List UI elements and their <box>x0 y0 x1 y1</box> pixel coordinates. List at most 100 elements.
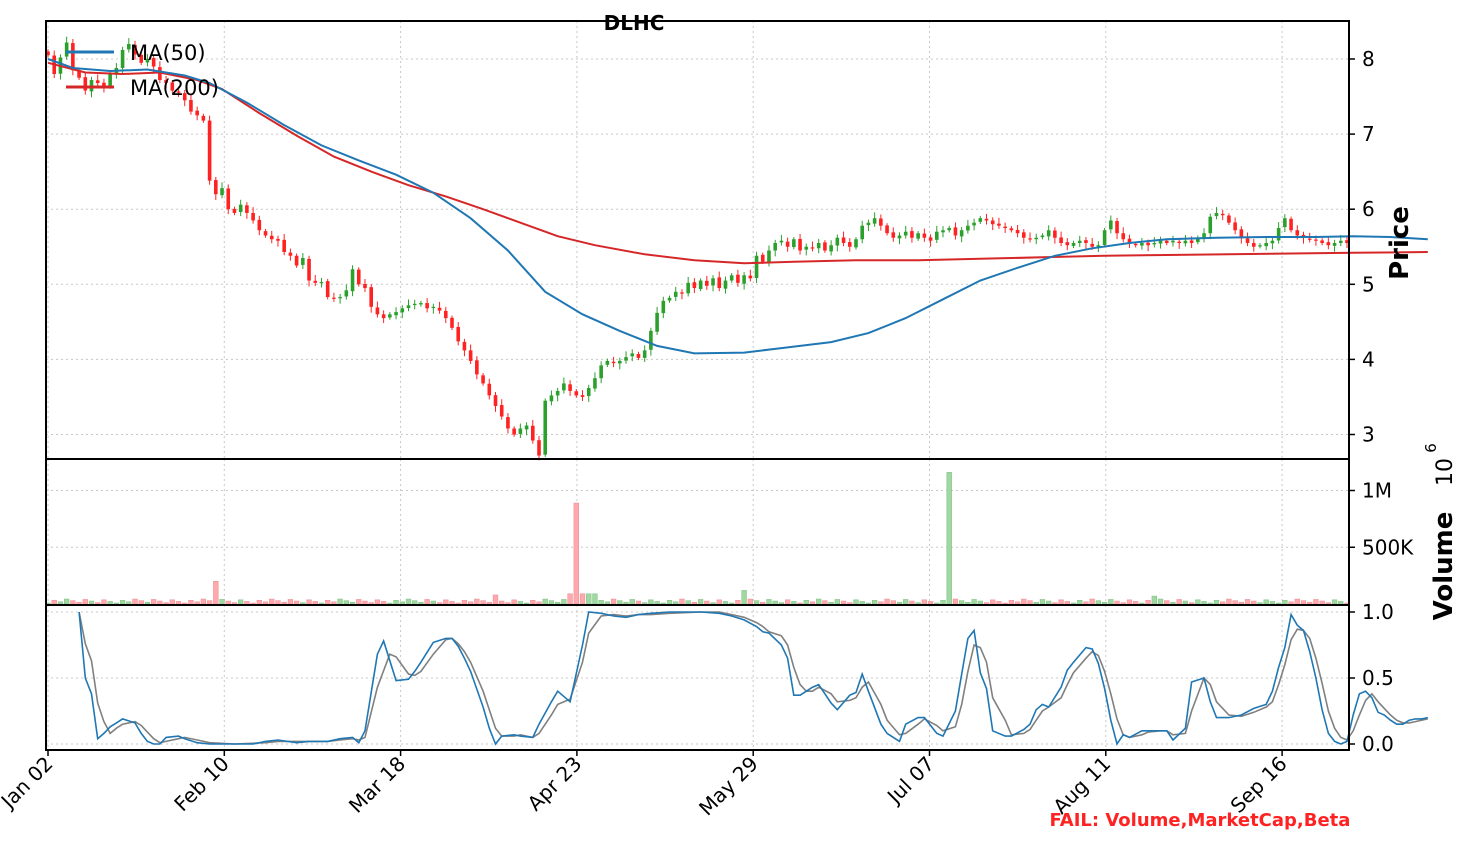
volume-bar <box>934 602 940 605</box>
volume-bar <box>915 602 921 605</box>
volume-bar <box>803 599 809 605</box>
candle-down <box>530 425 535 441</box>
volume-bar <box>1039 599 1046 605</box>
candle-up <box>406 305 411 309</box>
candle-up <box>145 59 150 63</box>
candle-up <box>947 227 952 231</box>
ma200-line <box>47 61 1428 265</box>
volume-bar <box>325 599 331 605</box>
candle-down <box>611 361 616 364</box>
volume-bar <box>567 593 573 605</box>
candle-down <box>748 275 753 279</box>
candle-down <box>46 51 50 56</box>
candle-down <box>288 252 293 256</box>
volume-bar <box>530 599 536 605</box>
candle-down <box>1245 238 1250 243</box>
candle-up <box>897 235 902 239</box>
candle-down <box>437 307 442 311</box>
candle-down <box>251 212 255 221</box>
candle-down <box>499 405 504 417</box>
volume-bar <box>965 601 971 605</box>
candle-up <box>649 330 653 350</box>
candle-down <box>269 235 274 240</box>
candle-up <box>618 360 622 364</box>
candle-down <box>891 232 896 238</box>
candle-up <box>829 245 833 252</box>
volume-bar <box>126 601 132 605</box>
candle-down <box>841 237 846 243</box>
candle-down <box>680 292 684 294</box>
volume-bar <box>194 601 200 605</box>
candle-down <box>736 274 740 283</box>
volume-bar <box>88 600 95 605</box>
candle-down <box>369 287 373 307</box>
volume-bar <box>604 601 611 605</box>
volume-bar <box>1033 601 1039 605</box>
volume-bar <box>1027 600 1033 605</box>
volume-bar <box>573 502 579 605</box>
volume-bar <box>1331 599 1338 605</box>
volume-bar <box>281 601 287 605</box>
volume-bar <box>275 600 281 605</box>
volume-bar <box>586 593 592 605</box>
candle-down <box>1189 240 1194 243</box>
candle-up <box>238 204 243 213</box>
candle-down <box>195 110 199 116</box>
volume-bar <box>797 602 803 605</box>
volume-bar <box>760 601 766 605</box>
candle-down <box>1022 232 1026 238</box>
candle-down <box>356 269 361 285</box>
volume-bar <box>1083 601 1089 605</box>
candle-up <box>698 280 703 289</box>
volume-bar <box>853 599 859 605</box>
price-tick-label: 4 <box>1362 347 1375 371</box>
candlesticks <box>46 36 1349 461</box>
candle-up <box>1152 242 1157 245</box>
legend: MA(50) MA(200) <box>66 41 219 100</box>
volume-bar <box>206 600 213 605</box>
volume-bar <box>1058 599 1064 605</box>
ma50-line <box>47 58 1428 355</box>
candle-up <box>673 291 678 297</box>
volume-bar <box>983 602 990 605</box>
volume-bar <box>1257 602 1263 605</box>
candle-down <box>77 70 81 78</box>
candle-down <box>717 277 722 289</box>
candle-down <box>450 317 454 328</box>
volume-bar <box>169 599 175 605</box>
candle-down <box>785 241 790 247</box>
volume-bar <box>847 602 853 605</box>
volume-bar <box>293 600 300 605</box>
candle-down <box>1307 238 1312 240</box>
candle-down <box>1133 243 1138 246</box>
x-tick-label: Mar 18 <box>344 752 410 818</box>
volume-bar <box>163 602 169 605</box>
candle-up <box>1034 237 1039 240</box>
volume-bar <box>175 601 182 605</box>
volume-scale-label: 10 6 <box>1422 443 1458 486</box>
volume-bar <box>548 600 555 605</box>
candle-down <box>928 237 933 241</box>
candle-up <box>1202 233 1206 239</box>
candle-up <box>667 297 672 301</box>
candle-down <box>1239 229 1244 238</box>
volume-bar <box>1213 599 1220 605</box>
volume-bar <box>890 600 896 605</box>
candle-down <box>313 280 318 283</box>
volume-bar <box>940 599 946 605</box>
x-tick-label: Apr 23 <box>523 752 587 816</box>
candle-down <box>276 238 280 241</box>
volume-bar <box>654 601 660 605</box>
candle-down <box>294 255 299 266</box>
volume-bar <box>57 601 64 605</box>
candle-down <box>325 281 330 298</box>
candle-down <box>810 247 815 249</box>
volume-bar <box>238 599 244 605</box>
volume-bar <box>747 598 753 605</box>
volume-bar <box>356 599 362 605</box>
volume-bar <box>1095 600 1102 605</box>
volume-bar <box>865 602 872 605</box>
volume-bar <box>113 602 120 605</box>
candle-up <box>388 314 392 318</box>
